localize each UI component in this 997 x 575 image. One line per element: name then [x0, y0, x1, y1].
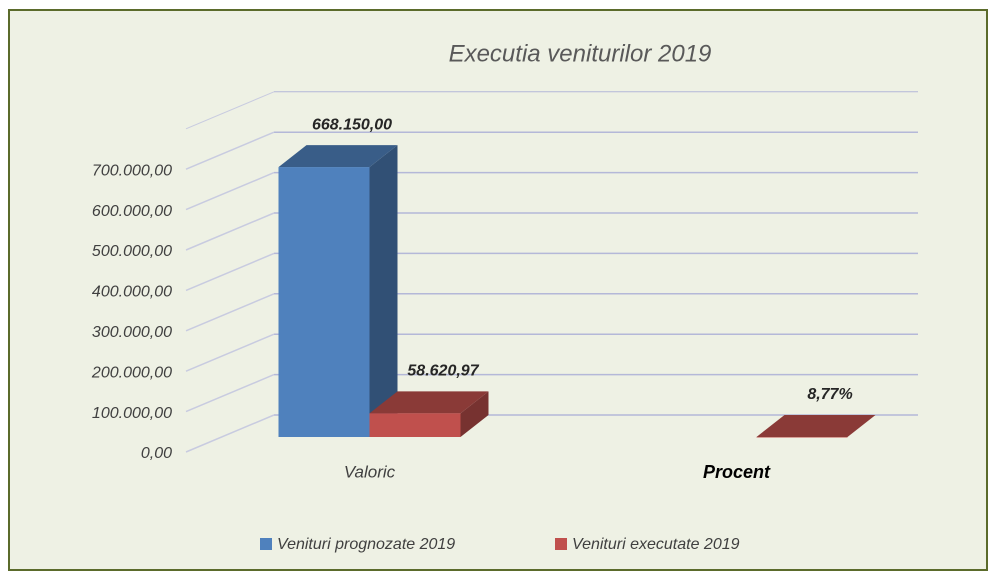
grid-line — [185, 212, 275, 251]
chart-title: Executia veniturilor 2019 — [449, 40, 712, 67]
grid-line — [185, 414, 275, 453]
legend-swatch — [260, 538, 272, 550]
data-label: 58.620,97 — [407, 363, 479, 380]
bar — [278, 167, 370, 438]
data-label: 8,77% — [807, 386, 852, 403]
grid-line — [185, 252, 275, 292]
bar-side — [460, 391, 489, 437]
bar-top — [278, 145, 398, 168]
grid-line — [185, 373, 275, 413]
y-tick-label: 700.000,00 — [92, 162, 172, 179]
wall-edge — [185, 91, 275, 130]
grid-line — [185, 131, 275, 170]
bar-side — [847, 414, 876, 437]
grid-line — [185, 333, 275, 372]
bar-top — [756, 414, 876, 437]
y-tick-label: 300.000,00 — [92, 324, 172, 341]
x-tick-label: Procent — [703, 462, 771, 482]
y-tick-label: 100.000,00 — [92, 405, 172, 422]
y-tick-label: 400.000,00 — [92, 284, 172, 301]
bar-top — [369, 391, 489, 414]
data-label: 668.150,00 — [312, 116, 392, 133]
y-tick-label: 200.000,00 — [91, 364, 172, 381]
legend-label: Venituri prognozate 2019 — [277, 536, 455, 553]
y-tick-label: 600.000,00 — [92, 203, 172, 220]
chart-area — [8, 9, 988, 571]
y-tick-label: 0,00 — [141, 445, 172, 462]
y-tick-label: 500.000,00 — [92, 243, 172, 260]
bar-side — [369, 145, 398, 438]
grid-line — [185, 171, 275, 211]
x-tick-label: Valoric — [344, 462, 396, 481]
grid-line — [185, 293, 275, 332]
bar — [756, 436, 848, 438]
legend-label: Venituri executate 2019 — [572, 536, 740, 553]
legend-swatch — [555, 538, 567, 550]
bar — [369, 413, 461, 437]
